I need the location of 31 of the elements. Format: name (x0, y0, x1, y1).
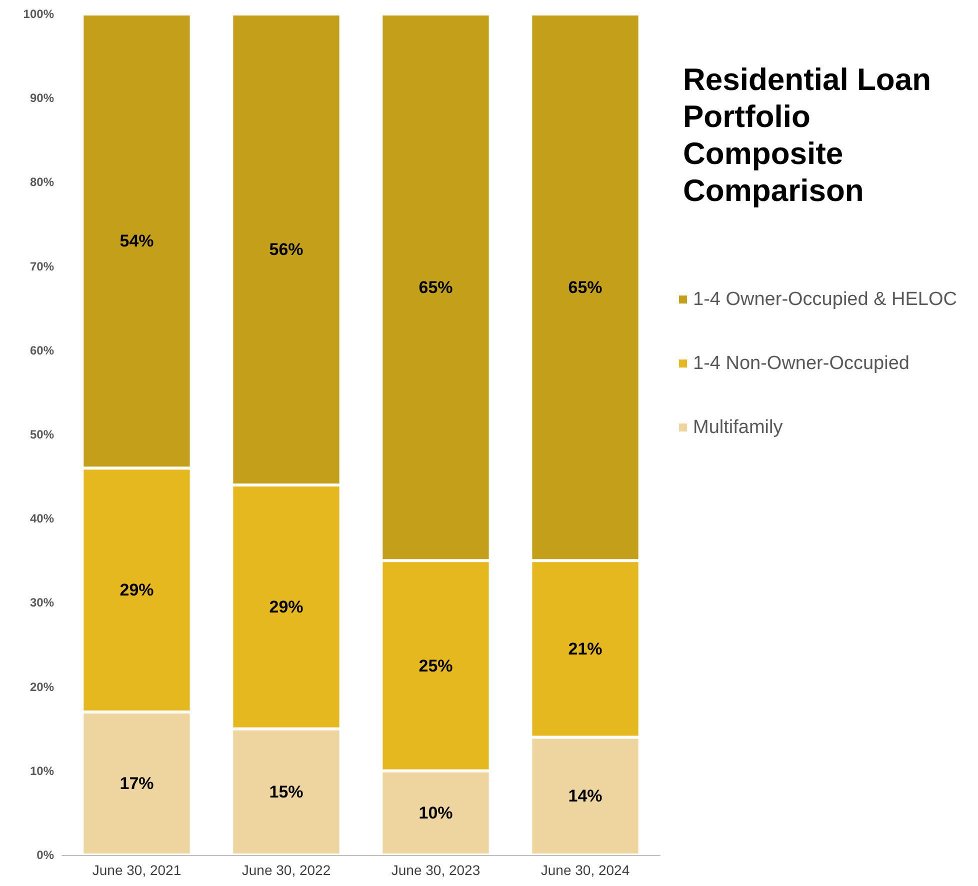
text: Residential Loan Portfolio Composite Comparison (683, 62, 940, 208)
y-tick-label: 100% (23, 7, 54, 21)
data-label: 65% (418, 278, 453, 297)
data-label: 15% (269, 782, 304, 802)
y-tick-label: 70% (30, 259, 54, 274)
data-label: 25% (418, 656, 453, 676)
y-tick-label: 20% (30, 680, 54, 694)
y-tick-label: 10% (30, 764, 54, 778)
data-label: 65% (568, 278, 602, 297)
y-tick-label: 30% (30, 596, 54, 610)
legend-label: 1-4 Non-Owner-Occupied (693, 353, 910, 374)
data-label: 29% (120, 580, 154, 600)
y-tick-label: 80% (30, 175, 54, 190)
data-label: 29% (269, 597, 304, 616)
data-label: 54% (120, 232, 154, 251)
y-tick-label: 0% (36, 848, 54, 862)
y-tick-label: 50% (30, 428, 54, 442)
x-tick-label: June 30, 2023 (391, 862, 480, 878)
y-tick-label: 60% (30, 343, 54, 358)
y-tick-label: 90% (30, 91, 54, 106)
legend-label: Multifamily (693, 417, 784, 438)
legend-label: 1-4 Owner-Occupied & HELOC (693, 289, 957, 310)
data-label: 10% (418, 803, 453, 822)
x-tick-label: June 30, 2021 (92, 862, 182, 878)
x-tick-label: June 30, 2022 (242, 862, 331, 878)
data-label: 17% (120, 774, 154, 794)
data-label: 21% (568, 639, 602, 658)
data-label: 56% (269, 240, 304, 259)
y-tick-label: 40% (30, 512, 54, 526)
data-label: 14% (568, 786, 602, 806)
x-tick-label: June 30, 2024 (540, 862, 630, 878)
